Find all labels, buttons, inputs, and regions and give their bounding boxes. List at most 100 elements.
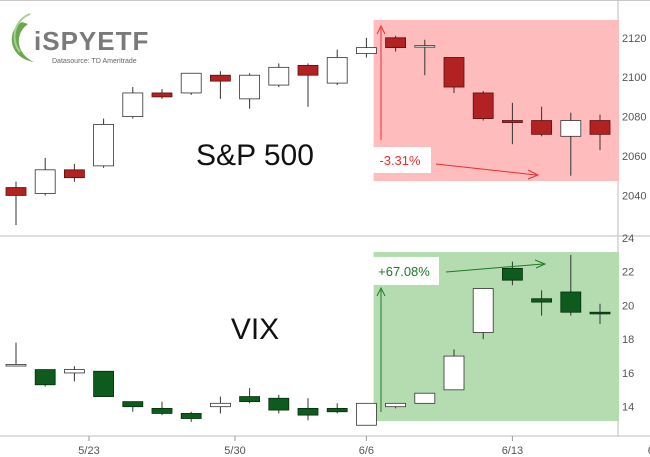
candle [297,398,319,421]
candle [209,71,231,99]
candle [414,39,436,76]
candle-body [151,92,173,98]
candle-body [531,298,552,303]
x-tick-label: 6/20 [648,445,650,457]
candle [355,402,377,426]
candle-body [297,407,319,416]
candle [64,163,85,182]
y-tick-label: 2120 [622,33,646,45]
x-axis-ticks: 5/23 5/30 6/6 6/13 6/20 [78,436,650,457]
candle-body [151,407,173,414]
candle-body [180,72,202,94]
candle-body [34,369,56,386]
candle [209,396,231,414]
y-tick-label: 22 [622,267,634,279]
candle [268,394,290,414]
candle-body [385,402,407,408]
candle [355,37,377,58]
logo-brand: iSPYETF [34,26,149,56]
y-tick-label: 2100 [622,72,646,84]
arrow-head-icon [376,286,386,297]
candle-body [93,370,114,397]
candle-body [209,402,231,408]
candle-body [297,64,319,76]
candle [326,403,348,414]
candle [34,369,56,387]
candle [268,63,290,88]
logo-source: Datasource: TD Ameritrade [52,58,137,65]
candle [151,89,173,99]
candle [501,102,523,145]
candle [531,290,552,316]
candle [180,72,202,95]
y-tick-label: 20 [622,300,634,312]
candle [239,73,261,109]
candle [589,114,611,151]
candle [93,370,114,397]
candle-body [589,311,611,315]
candle-body [34,169,56,194]
candle-body [180,413,202,419]
candle-body [268,66,290,86]
highlight-regions [373,20,619,421]
candle [472,90,494,121]
candle [589,303,611,325]
y-tick-label: 18 [622,334,634,346]
candle [239,388,261,404]
candle-body [5,364,27,367]
annotations: -3.31% +67.08% [369,24,547,412]
vix-callout-text: +67.08% [378,264,430,279]
candle-body [239,396,261,403]
candle [64,366,85,382]
y-tick-label: 2060 [622,151,646,163]
candle-body [209,74,231,82]
y-tick-label: 2040 [622,190,646,202]
candle [180,411,202,422]
candle [560,112,582,176]
candle-body [326,407,348,413]
candle-body [472,92,494,119]
candle [531,106,552,137]
ispyetf-logo: iSPYETF Datasource: TD Ameritrade [11,13,149,65]
candle-body [443,355,465,391]
candle-body [472,288,494,333]
sp500-candles [5,35,611,225]
candle-body [355,47,377,54]
candle-body [93,124,114,167]
y-tick-label: 24 [622,233,634,245]
candle-body [64,369,85,374]
y-tick-label: 14 [622,402,634,414]
candle-body [122,401,144,408]
candle-body [64,169,85,179]
candle [297,63,319,107]
candle-body [5,187,27,196]
candle [326,49,348,86]
x-tick-label: 6/13 [502,445,523,457]
candle [414,392,436,404]
candle-body [443,57,465,88]
sp500-label: S&P 500 [196,139,314,172]
candle-body [560,291,582,313]
y-tick-label: 16 [622,368,634,380]
logo-swoosh-arc-icon [13,13,31,53]
vix-label: VIX [231,313,279,346]
candle-body [355,402,377,426]
vix-callout-box [369,257,439,285]
vix-candles [5,254,611,426]
candle-body [326,57,348,84]
logo-swoosh-icon [11,22,35,62]
sp500-diagonal-arrow [435,163,537,176]
candle-body [414,45,436,48]
arrow-head-icon [527,169,540,180]
y-axis-ticks: 2040 2060 2080 2100 2120 14 16 18 20 22 24 [622,33,646,414]
candle [501,261,523,286]
candle-body [385,37,407,49]
candle-body [501,120,523,123]
candle [443,57,465,93]
candle [93,118,114,168]
vix-diagonal-arrow [445,263,544,273]
candle [385,35,407,52]
x-tick-label: 5/23 [78,445,99,457]
x-tick-label: 5/30 [224,445,245,457]
